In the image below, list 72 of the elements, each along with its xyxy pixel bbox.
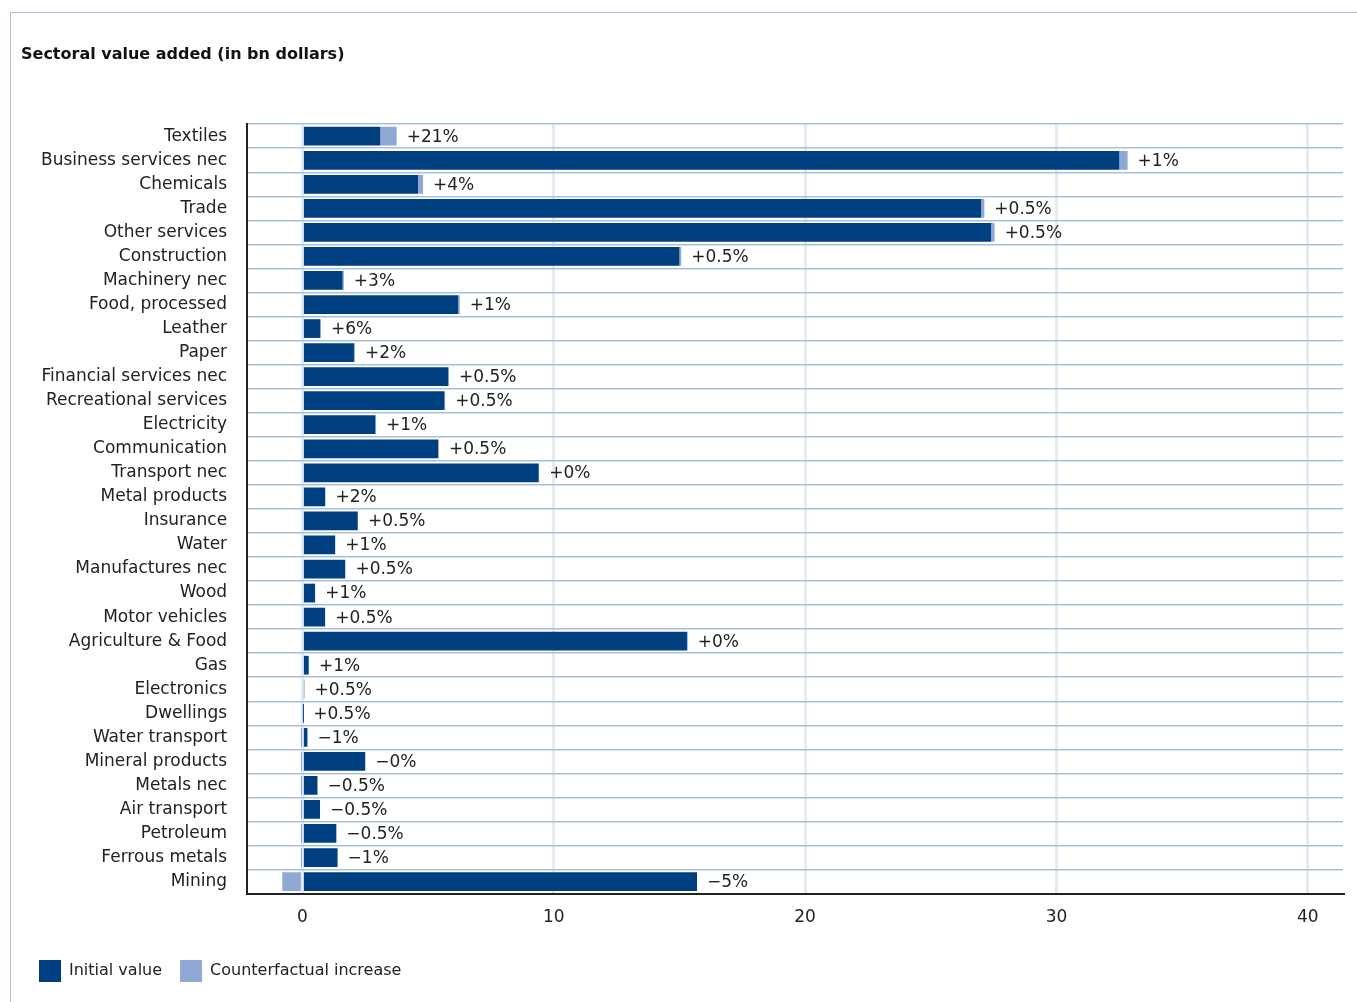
y-tick-label: Dwellings [145, 701, 228, 722]
annotation: +1% [1137, 149, 1179, 170]
annotation: +0% [697, 630, 739, 651]
y-tick-label: Trade [179, 196, 228, 217]
annotation: −0.5% [346, 822, 404, 843]
y-tick-label: Food, processed [88, 292, 228, 313]
y-tick-label: Water [176, 533, 228, 554]
legend-label: Initial value [69, 960, 163, 980]
y-tick-label: Manufactures nec [75, 557, 228, 578]
x-tick-label: 30 [1045, 906, 1068, 927]
annotation: +0.5% [313, 702, 371, 723]
annotation: +0.5% [458, 366, 517, 387]
y-tick-label: Textiles [162, 124, 228, 145]
y-tick-label: Chemicals [139, 172, 228, 193]
y-tick-label: Petroleum [140, 821, 228, 842]
annotation: −0.5% [327, 774, 385, 795]
annotation: +6% [331, 317, 373, 338]
y-tick-label: Air transport [119, 797, 228, 818]
annotation: +2% [335, 486, 377, 507]
annotation: +1% [345, 534, 387, 555]
legend-label: Counterfactual increase [210, 960, 402, 980]
y-tick-label: Financial services nec [41, 365, 228, 386]
annotation: +0.5% [994, 197, 1052, 218]
annotation: +0% [549, 462, 591, 483]
annotation: +0.5% [448, 438, 507, 459]
annotation: −0% [375, 750, 417, 771]
x-tick-label: 20 [794, 906, 816, 927]
annotation: +0.5% [314, 678, 372, 699]
x-tick-label: 40 [1296, 906, 1319, 927]
annotation: +1% [386, 414, 428, 435]
y-tick-label: Mineral products [84, 749, 228, 770]
annotation: +0.5% [355, 558, 413, 579]
y-tick-label: Other services [103, 220, 228, 241]
x-tick-label: 10 [542, 906, 565, 927]
annotation: −0.5% [330, 798, 388, 819]
y-tick-label: Ferrous metals [101, 845, 228, 866]
y-tick-label: Agriculture & Food [68, 629, 228, 650]
y-tick-label: Machinery nec [102, 268, 228, 289]
y-tick-label: Construction [118, 244, 228, 265]
y-tick-label: Gas [194, 653, 228, 674]
y-tick-label: Communication [93, 437, 228, 458]
y-tick-label: Transport nec [110, 461, 228, 482]
annotation: +0.5% [455, 390, 513, 411]
y-tick-label: Insurance [143, 509, 228, 530]
y-tick-label: Recreational services [45, 389, 228, 410]
y-tick-label: Electricity [142, 413, 228, 434]
annotation: +1% [325, 582, 367, 603]
y-tick-label: Leather [162, 316, 228, 337]
annotation: +1% [318, 654, 361, 675]
y-tick-label: Metals nec [135, 773, 228, 794]
y-tick-label: Metal products [100, 485, 228, 506]
annotation: −1% [317, 726, 359, 747]
y-tick-label: Business services nec [40, 148, 228, 169]
annotation: +1% [469, 293, 511, 314]
annotation: +21% [406, 125, 459, 146]
annotation: +0.5% [1004, 221, 1063, 242]
y-tick-label: Mining [170, 870, 228, 890]
annotation: +2% [364, 342, 407, 363]
y-tick-label: Paper [178, 341, 228, 362]
annotation: +0.5% [367, 510, 426, 531]
annotation: +0.5% [691, 245, 749, 266]
chart-title: Sectoral value added (in bn dollars) [21, 43, 345, 63]
annotation: −1% [347, 846, 389, 867]
annotation: +0.5% [335, 606, 393, 627]
y-tick-label: Wood [179, 581, 228, 602]
y-tick-label: Electronics [134, 677, 228, 698]
y-tick-label: Water transport [92, 725, 228, 746]
annotation: −5% [707, 871, 749, 891]
x-tick-label: 0 [296, 906, 308, 927]
annotation: +4% [433, 173, 475, 194]
annotation: +3% [353, 269, 396, 290]
y-tick-label: Motor vehicles [103, 605, 228, 626]
